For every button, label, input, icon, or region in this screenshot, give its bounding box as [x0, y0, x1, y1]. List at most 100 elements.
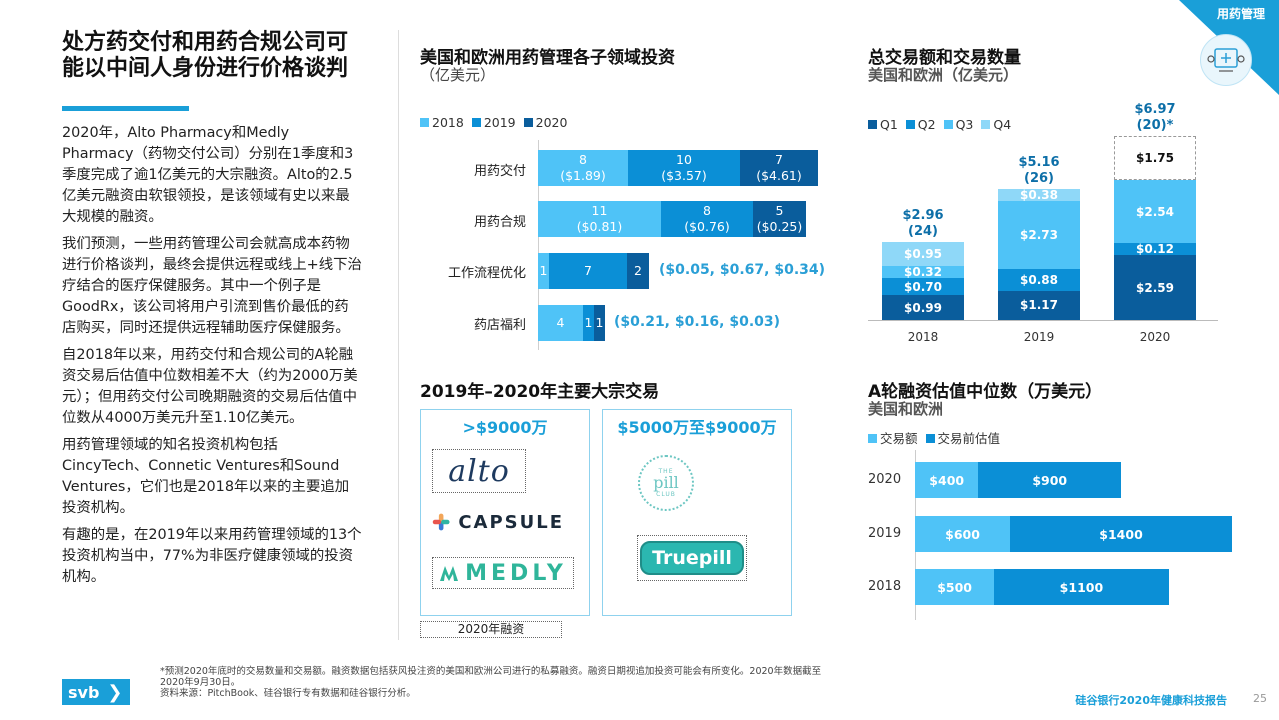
svb-logo: svb ❯ [62, 679, 130, 705]
subsector-legend: 2018 2019 2020 [420, 115, 567, 130]
medly-logo: MEDLY [432, 557, 574, 589]
category-label: 用药交付 [473, 164, 526, 179]
total-chart-plot: $0.99 $0.70 $0.32 $0.95 $2.96 (24) 2018 $1.17 $0… [868, 102, 1218, 350]
bar-segment: 1 [583, 305, 594, 341]
footnote-line: 资料来源：PitchBook、硅谷银行专有数据和硅谷银行分析。 [160, 688, 416, 699]
legend-item: Q4 [981, 117, 1011, 132]
x-tick-label: 2019 [1023, 330, 1055, 344]
column-segment: $2.73 [998, 200, 1080, 269]
footnote: *预测2020年底时的交易数量和交易额。融资数据包括获风投注资的美国和欧洲公司进… [160, 666, 920, 699]
category-label: 工作流程优化 [447, 266, 526, 281]
series-a-plot: 2020 $400 $900 2019 $600 $1400 2018 $500 $1100 [868, 450, 1248, 620]
legend-item: 2019 [471, 115, 516, 130]
legend-item: 2020 [523, 115, 567, 130]
footer-report-title: 硅谷银行2020年健康科技报告 [1075, 694, 1227, 707]
bar-segment: 7 ($4.61) [740, 150, 818, 186]
capsule-logo: CAPSULE [432, 506, 564, 538]
bar-segment: 1 [594, 305, 605, 341]
subsector-axis [538, 140, 539, 350]
column-segment: $0.88 [998, 268, 1080, 291]
bar-note: ($0.05, $0.67, $0.34) [659, 262, 826, 278]
footnote-line: *预测2020年底时的交易数量和交易额。融资数据包括获风投注资的美国和欧洲公司进… [160, 666, 822, 677]
bar-segment: $600 [915, 516, 1011, 552]
title-underline [62, 106, 189, 111]
paragraph: 有趣的是，在2019年以来用药管理领域的13个投资机构当中，77%为非医疗健康领… [62, 527, 362, 585]
x-tick-label: 2018 [907, 330, 939, 344]
bar-segment: $1400 [1010, 516, 1232, 552]
x-axis-line [868, 320, 1218, 321]
bar-segment: 8 ($0.76) [661, 201, 753, 237]
category-label: 用药合规 [473, 215, 526, 230]
legend-item: 2018 [420, 115, 464, 130]
column-total-label: $2.96 (24) [902, 208, 944, 239]
capsule-mark-icon [432, 513, 450, 531]
bar-segment: $400 [915, 462, 979, 498]
deals-large-heading: >$9000万 [462, 418, 548, 437]
column-segment: $0.12 [1114, 242, 1196, 256]
bar-segment: $1100 [994, 569, 1169, 605]
bar-segment: 7 [549, 253, 627, 289]
deals-mid-heading: $5000万至$9000万 [617, 418, 777, 437]
legend-item: 交易前估值 [925, 428, 1000, 447]
paragraph: 2020年，Alto Pharmacy和Medly Pharmacy（药物交付公… [62, 125, 354, 225]
column-segment: $2.54 [1114, 179, 1196, 244]
medication-icon [1200, 34, 1252, 86]
series-a-title: A轮融资估值中位数（万美元） [868, 382, 1103, 402]
bar-segment: 4 [538, 305, 583, 341]
category-label: 药店福利 [473, 318, 526, 333]
column-segment: $1.17 [998, 290, 1080, 320]
page-number: 25 [1253, 692, 1267, 705]
footnote-line: 2020年9月30日。 [160, 677, 241, 688]
subsector-chart-subtitle: （亿美元） [420, 66, 496, 84]
paragraph: 用药管理领域的知名投资机构包括CincyTech、Connetic Ventur… [62, 437, 350, 516]
corner-tag-label: 用药管理 [1216, 7, 1265, 21]
column-segment: $0.99 [882, 295, 964, 320]
total-legend: Q1 Q2 Q3 Q4 [868, 117, 1011, 132]
bar-segment: 8 ($1.89) [538, 150, 628, 186]
deals-title: 2019年–2020年主要大宗交易 [420, 382, 660, 402]
bar-segment: 1 [538, 253, 549, 289]
series-a-subtitle: 美国和欧洲 [868, 400, 944, 418]
column-segment: $0.38 [998, 188, 1080, 202]
column-segment: $0.70 [882, 277, 964, 296]
total-chart-subtitle: 美国和欧洲（亿美元） [868, 66, 1019, 84]
body-text: 2020年，Alto Pharmacy和Medly Pharmacy（药物交付公… [62, 123, 362, 594]
bar-segment: $900 [978, 462, 1122, 498]
total-chart-title: 总交易额和交易数量 [868, 48, 1021, 68]
bar-note: ($0.21, $0.16, $0.03) [614, 314, 781, 330]
truepill-logo: Truepill [637, 535, 747, 581]
chevron-right-icon: ❯ [107, 681, 123, 703]
column-total-label: $6.97 (20)* [1134, 102, 1176, 133]
bar-segment: 5 ($0.25) [753, 201, 806, 237]
paragraph: 自2018年以来，用药交付和合规公司的A轮融资交易后估值中位数相差不大（约为20… [62, 347, 358, 426]
column-segment: $0.95 [882, 242, 964, 266]
column-divider [398, 30, 399, 640]
y-tick-label: 2019 [868, 526, 902, 541]
medly-mark-icon [440, 566, 459, 581]
column-segment: $2.59 [1114, 255, 1196, 320]
legend-item: Q3 [943, 117, 973, 132]
column-total-label: $5.16 (26) [1018, 154, 1060, 186]
subsector-chart-title: 美国和欧洲用药管理各子领域投资 [420, 48, 675, 68]
legend-item: 交易额 [868, 428, 918, 447]
y-tick-label: 2018 [868, 579, 902, 594]
legend-item: Q2 [905, 117, 936, 132]
bar-segment: 11 ($0.81) [538, 201, 661, 237]
bar-segment: 2 [627, 253, 649, 289]
truepill-badge: Truepill [640, 541, 744, 575]
bar-segment: 10 ($3.57) [628, 150, 740, 186]
deals-legend-2020: 2020年融资 [420, 621, 562, 638]
deals-box-mid: $5000万至$9000万 [602, 409, 792, 616]
column-segment: $0.32 [882, 265, 964, 279]
bar-segment: $500 [915, 569, 995, 605]
paragraph: 我们预测，一些用药管理公司会就高成本药物进行价格谈判，最终会提供远程或线上+线下… [62, 236, 362, 336]
y-tick-label: 2020 [868, 472, 902, 487]
x-tick-label: 2020 [1139, 330, 1171, 344]
deals-box-large: >$9000万 [420, 409, 590, 616]
alto-logo: alto [432, 449, 526, 493]
legend-item: Q1 [868, 117, 898, 132]
column-segment: $1.75 [1114, 136, 1196, 180]
series-a-legend: 交易额 交易前估值 [868, 428, 1000, 447]
pill-club-logo: THE pill CLUB [638, 455, 694, 511]
page-title: 处方药交付和用药合规公司可能以中间人身份进行价格谈判 [62, 30, 349, 81]
